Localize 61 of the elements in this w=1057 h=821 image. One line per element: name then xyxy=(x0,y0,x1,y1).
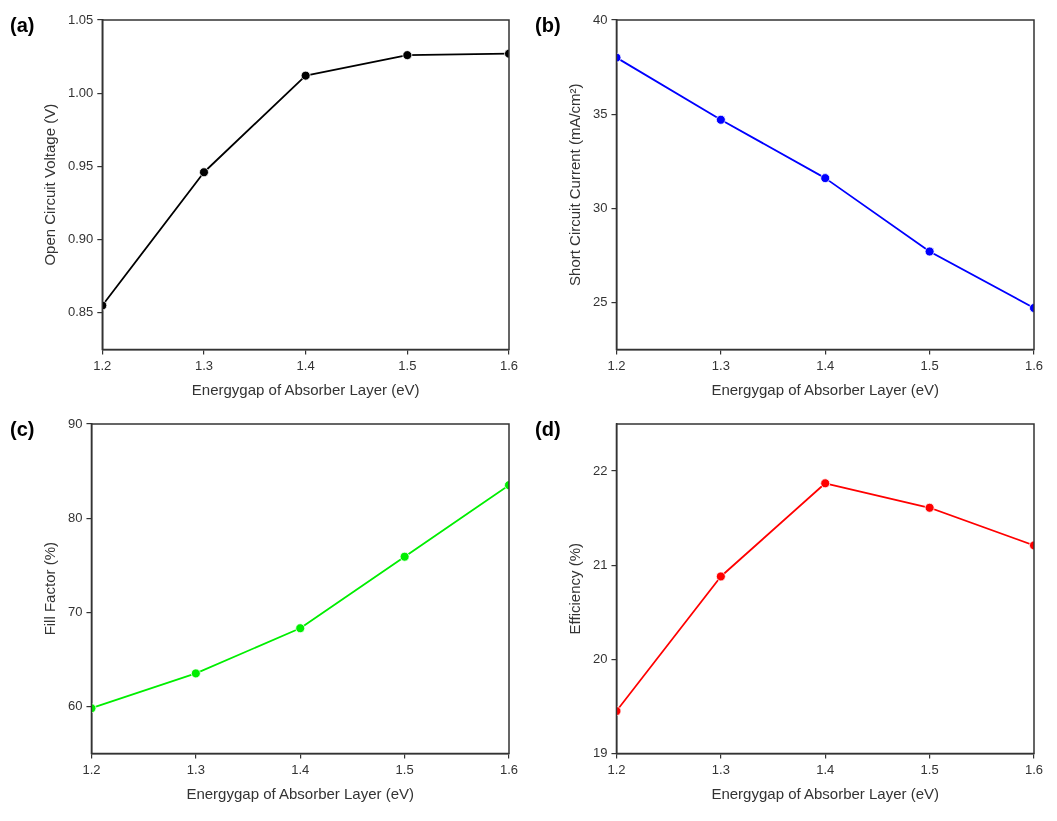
y-tick-label: 25 xyxy=(592,293,608,309)
y-axis-title: Open Circuit Voltage (V) xyxy=(41,103,59,266)
x-tick-label: 1.2 xyxy=(607,357,626,373)
y-tick-label: 0.90 xyxy=(67,231,94,247)
point xyxy=(924,246,935,257)
x-tick-label: 1.4 xyxy=(816,357,835,373)
y-tick-label: 80 xyxy=(67,509,83,525)
point xyxy=(820,173,831,184)
x-tick-label: 1.4 xyxy=(291,761,310,777)
x-tick-label: 1.2 xyxy=(607,761,626,777)
point xyxy=(399,551,410,562)
x-tick-label: 1.3 xyxy=(711,761,730,777)
point xyxy=(300,70,311,81)
point xyxy=(402,50,413,61)
x-tick-label: 1.2 xyxy=(82,761,101,777)
y-axis-title: Short Circuit Current (mA/cm²) xyxy=(566,83,584,286)
y-tick-label: 20 xyxy=(592,650,608,666)
x-tick-label: 1.2 xyxy=(93,357,112,373)
y-axis-title: Efficiency (%) xyxy=(566,542,584,635)
y-tick-label: 1.00 xyxy=(67,84,94,100)
y-tick-label: 40 xyxy=(592,11,608,27)
x-axis-title: Energygap of Absorber Layer (eV) xyxy=(711,785,940,803)
x-axis-title: Energygap of Absorber Layer (eV) xyxy=(191,381,420,399)
y-tick-label: 60 xyxy=(67,697,83,713)
x-axis-title: Energygap of Absorber Layer (eV) xyxy=(711,381,940,399)
y-tick-label: 0.85 xyxy=(67,304,94,320)
y-tick-label: 90 xyxy=(67,415,83,431)
chart-title: (c) xyxy=(10,418,35,441)
x-tick-label: 1.6 xyxy=(1024,357,1044,373)
y-tick-label: 22 xyxy=(592,462,608,478)
x-tick-label: 1.6 xyxy=(499,761,519,777)
point xyxy=(295,623,306,634)
x-tick-label: 1.5 xyxy=(920,761,939,777)
x-tick-label: 1.3 xyxy=(194,357,214,373)
x-tick-label: 1.3 xyxy=(186,761,205,777)
x-tick-label: 1.4 xyxy=(816,761,835,777)
point xyxy=(715,114,726,125)
point xyxy=(924,502,935,513)
point xyxy=(199,167,209,178)
y-tick-label: 35 xyxy=(592,105,608,121)
point xyxy=(820,478,831,489)
chart-title: (b) xyxy=(535,14,561,37)
y-axis-title: Fill Factor (%) xyxy=(41,542,59,636)
chart-title: (d) xyxy=(535,418,561,441)
y-tick-label: 1.05 xyxy=(67,11,94,27)
y-tick-label: 30 xyxy=(592,199,608,215)
x-tick-label: 1.5 xyxy=(920,357,939,373)
y-tick-label: 70 xyxy=(67,603,83,619)
x-tick-label: 1.6 xyxy=(499,357,519,373)
x-axis-title: Energygap of Absorber Layer (eV) xyxy=(186,785,415,803)
x-tick-label: 1.6 xyxy=(1024,761,1044,777)
chart-title: (a) xyxy=(10,14,35,37)
x-tick-label: 1.3 xyxy=(711,357,730,373)
x-tick-label: 1.4 xyxy=(296,357,315,373)
y-tick-label: 0.95 xyxy=(67,157,94,173)
point xyxy=(190,668,201,679)
y-tick-label: 19 xyxy=(592,744,608,760)
y-tick-label: 21 xyxy=(592,556,608,572)
x-tick-label: 1.5 xyxy=(398,357,417,373)
point xyxy=(715,571,726,582)
x-tick-label: 1.5 xyxy=(395,761,414,777)
